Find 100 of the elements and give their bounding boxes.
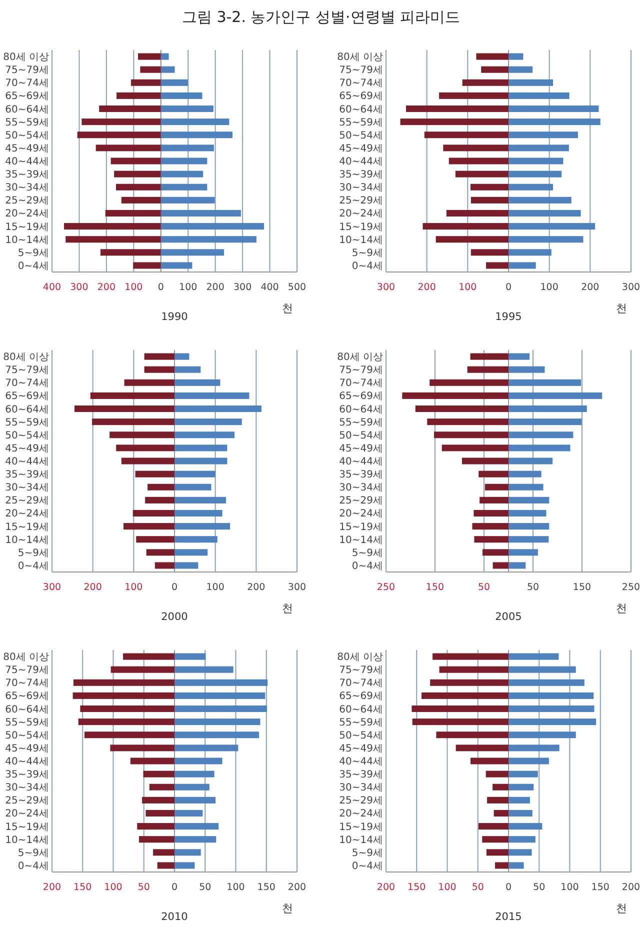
- x-tick-label: 400: [260, 282, 279, 293]
- x-tick-label: 200: [288, 882, 306, 893]
- bar: [174, 549, 208, 556]
- bar: [508, 732, 576, 738]
- bar: [66, 236, 161, 243]
- y-tick-label: 50~54세: [5, 430, 49, 442]
- x-tick-label: 100: [206, 582, 224, 593]
- y-tick-label: 25~29세: [5, 196, 49, 207]
- bar: [508, 796, 530, 804]
- bar: [132, 510, 174, 516]
- y-tick-label: 20~24세: [5, 808, 49, 820]
- bar: [508, 549, 538, 556]
- bar: [508, 444, 570, 452]
- x-tick-label: 0: [171, 882, 178, 893]
- y-tick-label: 30~34세: [339, 182, 383, 194]
- bar: [174, 523, 230, 530]
- y-tick-label: 70~74세: [339, 378, 383, 390]
- y-tick-label: 15~19세: [5, 522, 49, 533]
- y-tick-label: 0~4세: [352, 260, 383, 272]
- bar: [160, 66, 175, 73]
- y-tick-label: 20~24세: [339, 208, 383, 220]
- bar: [470, 353, 508, 360]
- x-tick-label: 200: [247, 582, 266, 593]
- bar: [443, 144, 508, 152]
- y-tick-label: 10~14세: [5, 834, 49, 846]
- bar: [508, 379, 582, 386]
- x-tick-label: 150: [74, 882, 92, 893]
- bar: [508, 249, 552, 256]
- y-tick-label: 45~49세: [5, 143, 49, 154]
- bar: [174, 418, 242, 426]
- bar: [456, 744, 508, 752]
- y-tick-label: 75~79세: [339, 665, 383, 676]
- text: 천: [282, 602, 293, 615]
- y-tick-label: 10~14세: [5, 234, 49, 246]
- y-tick-label: 5~9세: [352, 548, 383, 559]
- bar: [174, 732, 260, 738]
- bar: [442, 444, 508, 452]
- bar: [148, 484, 174, 490]
- x-axis-title: 1990: [161, 311, 188, 323]
- x-tick-label: 200: [418, 282, 436, 293]
- bar: [154, 562, 174, 569]
- bar: [116, 184, 161, 190]
- bar: [508, 692, 594, 699]
- y-tick-label: 45~49세: [5, 443, 49, 454]
- bar: [430, 679, 508, 686]
- x-tick-label: 200: [84, 582, 102, 593]
- y-tick-label: 5~9세: [18, 248, 49, 259]
- bar: [74, 406, 174, 412]
- bar: [138, 836, 174, 843]
- y-tick-label: 55~59세: [5, 717, 49, 728]
- bar: [174, 444, 228, 452]
- bar: [77, 132, 161, 138]
- y-tick-label: 40~44세: [5, 456, 49, 468]
- bar: [470, 184, 508, 190]
- bar: [142, 796, 174, 804]
- x-tick-label: 200: [622, 882, 640, 893]
- y-tick-label: 75~79세: [339, 365, 383, 376]
- bar: [135, 470, 174, 478]
- y-tick-label: 65~69세: [339, 691, 383, 702]
- y-tick-label: 75~79세: [5, 365, 49, 376]
- y-tick-label: 10~14세: [339, 534, 383, 546]
- y-tick-label: 55~59세: [339, 417, 383, 428]
- bar: [174, 666, 234, 673]
- x-tick-label: 0: [505, 882, 512, 893]
- y-tick-label: 65~69세: [339, 391, 383, 402]
- bar: [486, 770, 508, 778]
- bar: [174, 653, 206, 660]
- text: 천: [616, 602, 627, 615]
- bar: [136, 536, 174, 543]
- x-tick-label: 100: [560, 882, 579, 893]
- bar: [174, 770, 214, 778]
- bar: [80, 706, 174, 712]
- bar: [508, 66, 533, 73]
- bar: [174, 706, 267, 712]
- bar: [508, 653, 559, 660]
- y-tick-label: 60~64세: [339, 704, 383, 716]
- bar: [436, 732, 508, 738]
- bar: [508, 92, 570, 99]
- bar: [82, 118, 161, 126]
- bar: [130, 79, 161, 86]
- bar: [64, 223, 161, 230]
- x-axis-title: 1995: [495, 311, 522, 323]
- bar: [146, 549, 174, 556]
- y-tick-label: 70~74세: [5, 78, 49, 90]
- y-tick-label: 25~29세: [339, 496, 383, 507]
- y-tick-label: 25~29세: [339, 196, 383, 207]
- bar: [174, 496, 226, 504]
- x-tick-label: 50: [138, 882, 150, 893]
- bar: [508, 210, 581, 216]
- bar: [160, 223, 264, 230]
- y-tick-label: 10~14세: [339, 834, 383, 846]
- y-tick-label: 80세 이상: [3, 652, 49, 664]
- bar: [462, 79, 508, 86]
- bar: [174, 744, 238, 752]
- x-tick-label: 100: [458, 282, 477, 293]
- bar: [123, 523, 174, 530]
- x-tick-label: 50: [533, 882, 546, 893]
- bar: [508, 849, 532, 856]
- bar: [144, 353, 174, 360]
- y-tick-label: 15~19세: [339, 822, 383, 833]
